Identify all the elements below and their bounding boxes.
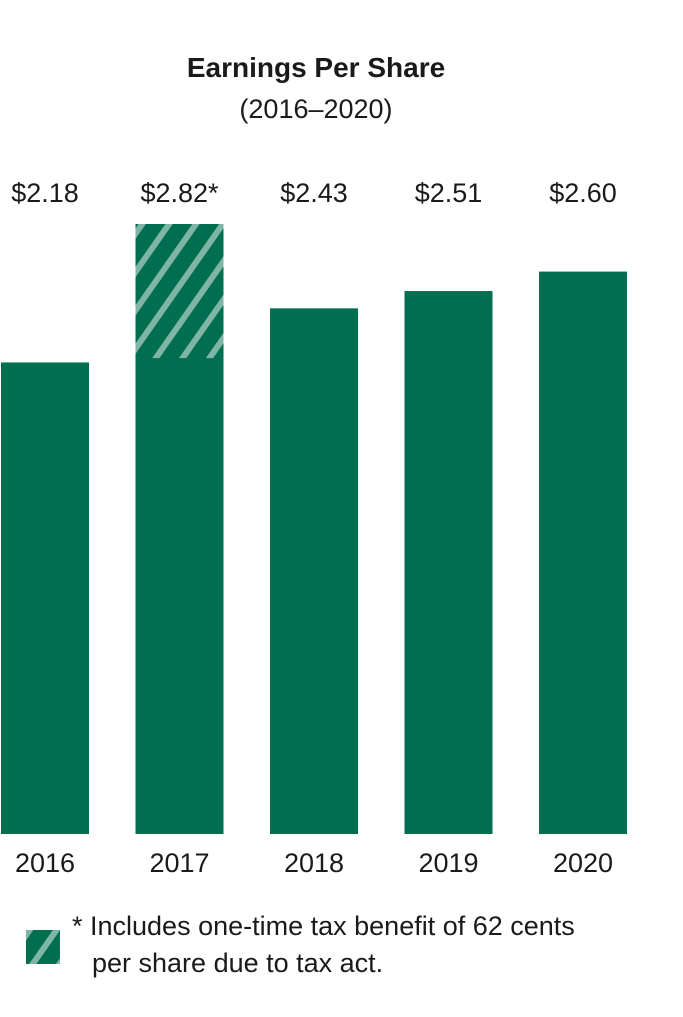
chart-title: Earnings Per Share [186, 52, 446, 83]
bar-2017-tax-benefit-segment [135, 224, 224, 359]
x-tick-label-2019: 2019 [418, 848, 478, 878]
bar-2016 [1, 362, 89, 834]
value-label-2016: $2.18 [11, 178, 79, 208]
value-label-2020: $2.60 [549, 178, 617, 208]
x-tick-label-2018: 2018 [284, 848, 344, 878]
x-tick-label-2016: 2016 [15, 848, 75, 878]
legend-note-line-1: * Includes one-time tax benefit of 62 ce… [72, 911, 575, 941]
bar-2018 [270, 308, 358, 834]
bar-2020 [539, 271, 627, 835]
bar-chart: $2.18 2016 $2.82* 2017 $2.43 2018 $2.51 2019 $2.… [1, 178, 627, 878]
hatch-swatch-icon [26, 930, 60, 964]
value-label-2017: $2.82* [140, 178, 219, 208]
x-tick-label-2020: 2020 [553, 848, 613, 878]
x-tick-label-2017: 2017 [149, 848, 209, 878]
legend-note-line-2: per share due to tax act. [92, 948, 384, 978]
bar-2019 [404, 291, 493, 834]
value-label-2018: $2.43 [280, 178, 348, 208]
legend-note: * Includes one-time tax benefit of 62 ce… [72, 908, 672, 982]
value-label-2019: $2.51 [415, 178, 483, 208]
chart-subtitle: (2016–2020) [239, 94, 393, 124]
